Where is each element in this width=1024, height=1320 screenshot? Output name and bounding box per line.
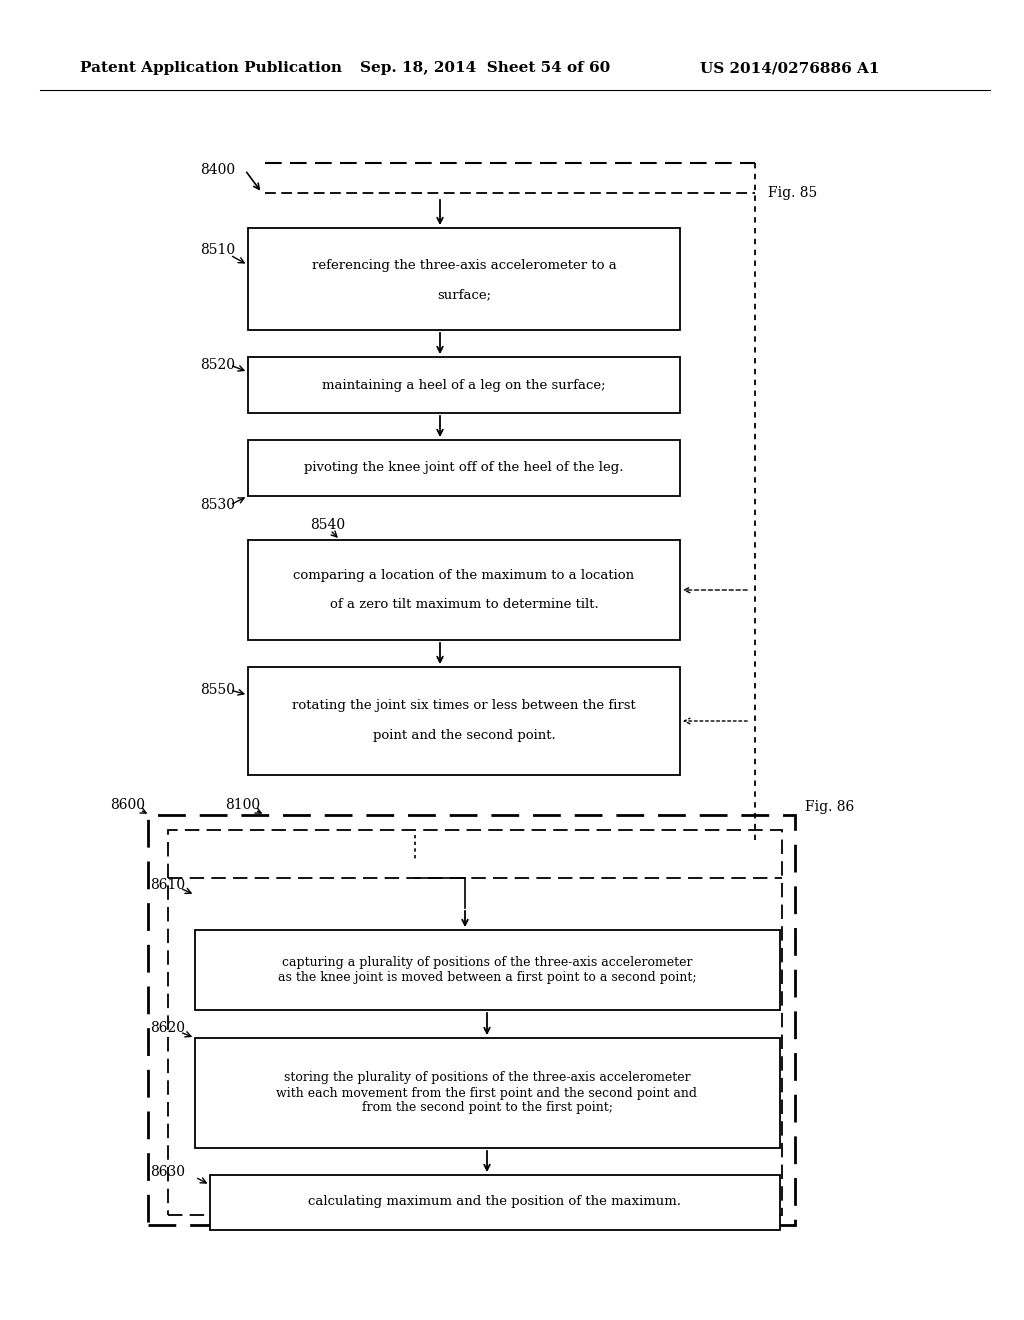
Bar xyxy=(195,931,780,1010)
Text: 8510: 8510 xyxy=(200,243,236,257)
Text: 8600: 8600 xyxy=(110,799,145,812)
Bar xyxy=(195,1038,780,1148)
Text: rotating the joint six times or less between the first

point and the second poi: rotating the joint six times or less bet… xyxy=(292,700,636,742)
Bar xyxy=(248,356,680,413)
Text: pivoting the knee joint off of the heel of the leg.: pivoting the knee joint off of the heel … xyxy=(304,462,624,474)
Text: referencing the three-axis accelerometer to a

surface;: referencing the three-axis accelerometer… xyxy=(311,259,616,301)
Bar xyxy=(248,540,680,640)
Text: 8520: 8520 xyxy=(200,358,234,372)
Text: 8100: 8100 xyxy=(225,799,260,812)
Text: Fig. 86: Fig. 86 xyxy=(805,800,854,814)
Text: 8540: 8540 xyxy=(310,517,345,532)
Text: 8630: 8630 xyxy=(150,1166,185,1179)
Text: Sep. 18, 2014  Sheet 54 of 60: Sep. 18, 2014 Sheet 54 of 60 xyxy=(360,61,610,75)
Text: 8610: 8610 xyxy=(150,878,185,892)
Text: 8530: 8530 xyxy=(200,498,234,512)
Text: US 2014/0276886 A1: US 2014/0276886 A1 xyxy=(700,61,880,75)
Text: calculating maximum and the position of the maximum.: calculating maximum and the position of … xyxy=(308,1196,682,1209)
Bar xyxy=(148,814,795,1225)
Bar xyxy=(168,830,782,1214)
Text: Fig. 85: Fig. 85 xyxy=(768,186,817,201)
Bar xyxy=(248,228,680,330)
Bar xyxy=(210,1175,780,1230)
Text: storing the plurality of positions of the three-axis accelerometer
with each mov: storing the plurality of positions of th… xyxy=(276,1072,697,1114)
Text: 8620: 8620 xyxy=(150,1020,185,1035)
Bar xyxy=(248,440,680,496)
Bar xyxy=(248,667,680,775)
Text: comparing a location of the maximum to a location

of a zero tilt maximum to det: comparing a location of the maximum to a… xyxy=(294,569,635,611)
Text: maintaining a heel of a leg on the surface;: maintaining a heel of a leg on the surfa… xyxy=(323,379,606,392)
Text: capturing a plurality of positions of the three-axis accelerometer
as the knee j: capturing a plurality of positions of th… xyxy=(278,956,696,983)
Text: Patent Application Publication: Patent Application Publication xyxy=(80,61,342,75)
Text: 8550: 8550 xyxy=(200,682,234,697)
Text: 8400: 8400 xyxy=(200,162,236,177)
